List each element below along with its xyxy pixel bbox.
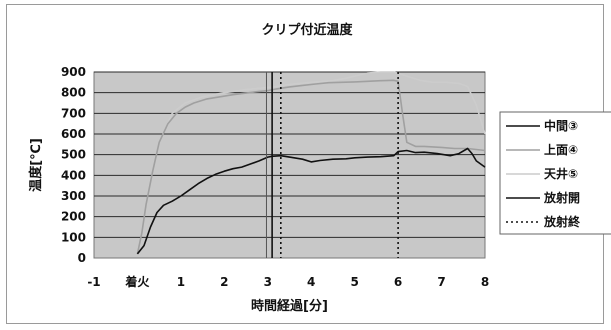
x-tick-label: 7 (437, 275, 445, 289)
y-axis-title: 温度[℃] (28, 138, 44, 192)
y-tick-label: 300 (61, 189, 86, 203)
y-tick-label: 900 (61, 65, 86, 79)
x-tick-label: -1 (87, 275, 100, 289)
x-tick-label: 8 (481, 275, 489, 289)
x-tick-label: 6 (394, 275, 402, 289)
legend-label: 放射終 (543, 214, 581, 229)
series-line (136, 147, 486, 255)
x-axis-title: 時間経過[分] (251, 298, 328, 314)
x-tick-label: 1 (177, 275, 185, 289)
legend-box (499, 111, 611, 235)
y-tick-label: 200 (61, 210, 86, 224)
legend-label: 上面④ (544, 142, 578, 157)
series-line (136, 79, 486, 255)
legend-label: 放射開 (543, 190, 580, 205)
x-tick-label: 3 (264, 275, 272, 289)
y-tick-label: 600 (61, 127, 86, 141)
x-tick-label: 2 (220, 275, 228, 289)
x-tick-label: 4 (307, 275, 315, 289)
plot-area (93, 71, 486, 259)
legend-label: 天井⑤ (544, 166, 578, 181)
y-tick-label: 0 (78, 251, 86, 265)
y-tick-label: 800 (61, 86, 86, 100)
y-tick-label: 400 (61, 168, 86, 182)
series-line (158, 71, 486, 143)
y-tick-label: 500 (61, 148, 86, 162)
y-tick-label: 100 (61, 230, 86, 244)
legend-label: 中間③ (544, 118, 578, 133)
x-tick-label: 5 (350, 275, 358, 289)
x-tick-label: 着火 (124, 274, 150, 289)
chart-title: クリプ付近温度 (261, 22, 353, 38)
y-tick-label: 700 (61, 106, 86, 120)
